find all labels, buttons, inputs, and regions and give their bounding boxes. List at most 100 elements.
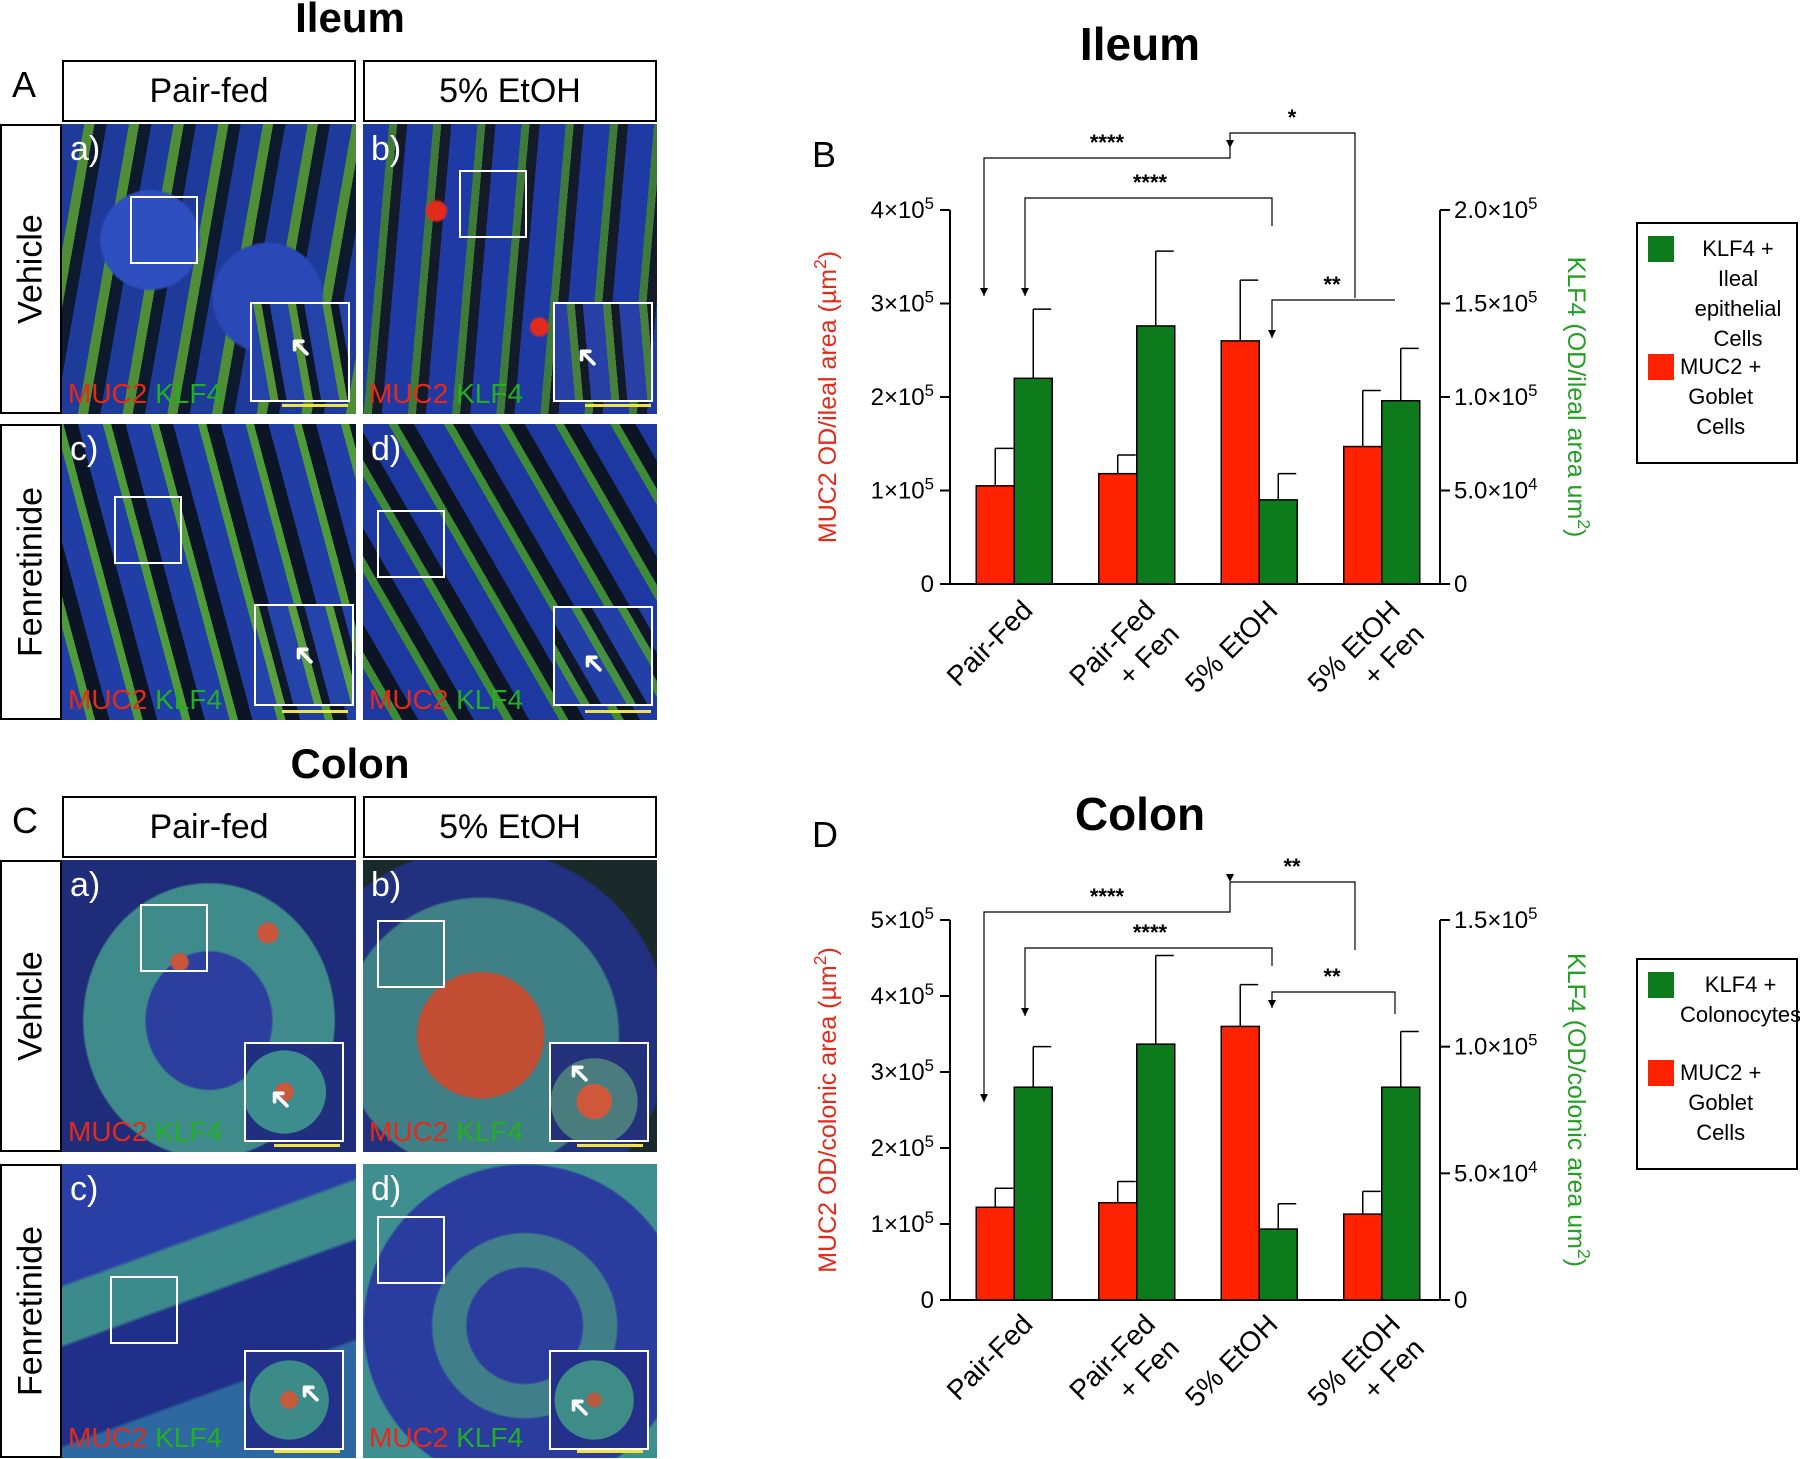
category-label: Pair-Fed xyxy=(941,1308,1039,1406)
category-label: 5% EtOH xyxy=(1179,1308,1283,1412)
bar xyxy=(975,485,1015,585)
right-tick-label: 0 xyxy=(1454,1287,1467,1314)
right-tick-label: 1.0×105 xyxy=(1454,1030,1537,1061)
row-header-vehicle-text: Vehicle xyxy=(11,951,50,1061)
scale-bar xyxy=(274,1144,340,1147)
row-header-vehicle: Vehicle xyxy=(0,860,62,1152)
left-axis-label: MUC2 OD/colonic area (µm2) xyxy=(810,947,842,1273)
significance-bracket xyxy=(1229,132,1356,298)
stain-label: MUC2 KLF4 xyxy=(68,1116,223,1147)
row-header-fenretinide: Fenretinide xyxy=(0,424,62,720)
category-label: Pair-Fed xyxy=(941,594,1039,692)
bar xyxy=(1258,1228,1298,1301)
ileum-section-title: Ileum xyxy=(295,0,405,41)
significance-bracket xyxy=(983,882,1231,1102)
legend-item: MUC2 + Goblet Cells xyxy=(1648,352,1761,442)
significance-label: ** xyxy=(1323,964,1341,989)
legend-text: KLF4 + Ileal epithelial Cells xyxy=(1694,236,1782,351)
right-tick-label: 1.5×105 xyxy=(1454,904,1537,935)
micrograph-ileum-b: b) ➜ MUC2 KLF4 xyxy=(363,124,657,414)
right-tick-label: 1.0×105 xyxy=(1454,381,1537,412)
legend-swatch xyxy=(1648,236,1674,262)
row-header-fenretinide-text: Fenretinide xyxy=(11,486,50,658)
legend-text: MUC2 + Goblet Cells xyxy=(1680,1060,1762,1145)
category-label: Pair-Fed+ Fen xyxy=(1063,1308,1185,1430)
inset-source-box xyxy=(377,920,445,988)
inset-source-box xyxy=(110,1276,178,1344)
inset-zoom xyxy=(244,1042,344,1142)
inset-source-box xyxy=(140,904,208,972)
bracket-arrow xyxy=(1021,1008,1029,1016)
col-header-pair-fed: Pair-fed xyxy=(62,60,356,122)
significance-label: **** xyxy=(1133,920,1168,945)
bar xyxy=(1098,1201,1138,1301)
category-label: 5% EtOH xyxy=(1179,594,1283,698)
bar xyxy=(1098,472,1138,585)
bracket-arrow xyxy=(980,1094,988,1102)
colon-bar-chart: Colon 0 1×105 2×105 3×105 4×105 5×105 0 5.0×104 1… xyxy=(810,788,1594,1430)
right-tick-label: 1.5×105 xyxy=(1454,287,1537,318)
micrograph-colon-d: d) ➜ MUC2 KLF4 xyxy=(363,1164,657,1458)
left-tick-label: 1×105 xyxy=(871,474,934,505)
legend-swatch xyxy=(1648,1060,1674,1086)
left-tick-label: 0 xyxy=(921,1287,934,1314)
significance-bracket xyxy=(983,148,1231,296)
chart-title: Colon xyxy=(1075,788,1205,840)
bracket-arrow xyxy=(980,288,988,296)
inset-zoom xyxy=(549,1042,649,1142)
left-tick-label: 3×105 xyxy=(871,1056,934,1087)
significance-bracket xyxy=(1230,881,1356,950)
bar xyxy=(1013,377,1053,585)
right-tick-label: 5.0×104 xyxy=(1454,474,1537,505)
stain-label: MUC2 KLF4 xyxy=(68,378,223,409)
left-tick-label: 3×105 xyxy=(871,287,934,318)
image-label-b: b) xyxy=(371,130,402,168)
legend-item: KLF4 + Colonocytes xyxy=(1648,970,1800,1030)
left-tick-label: 5×105 xyxy=(871,904,934,935)
inset-source-box xyxy=(130,196,198,264)
legend-swatch xyxy=(1648,972,1674,998)
bracket-arrow xyxy=(1226,874,1234,882)
colon-section-title: Colon xyxy=(290,740,410,787)
bar xyxy=(1136,325,1176,585)
stain-label: MUC2 KLF4 xyxy=(369,1116,524,1147)
inset-zoom xyxy=(553,302,653,402)
colon-legend: KLF4 + Colonocytes MUC2 + Goblet Cells xyxy=(1636,958,1800,1170)
scale-bar xyxy=(585,404,651,407)
inset-source-box xyxy=(377,510,445,578)
panel-letter-b: B xyxy=(812,134,837,175)
panel-letter-a: A xyxy=(12,64,37,105)
legend-item: KLF4 + Ileal epithelial Cells xyxy=(1648,234,1796,354)
bracket-arrow xyxy=(1268,1000,1276,1008)
scale-bar xyxy=(577,1144,643,1147)
col-header-pair-fed: Pair-fed xyxy=(62,796,356,858)
scale-bar xyxy=(585,710,651,713)
significance-label: * xyxy=(1288,105,1297,130)
panel-letter-c: C xyxy=(12,800,38,841)
col-header-etoh: 5% EtOH xyxy=(363,60,657,122)
left-tick-label: 2×105 xyxy=(871,381,934,412)
left-axis-label: MUC2 OD/ileal area (µm2) xyxy=(810,251,842,543)
legend-swatch xyxy=(1648,354,1674,380)
inset-zoom xyxy=(244,1350,344,1450)
scale-bar xyxy=(282,710,348,713)
significance-bracket xyxy=(1271,991,1396,1014)
scale-bar xyxy=(577,1450,643,1453)
bar xyxy=(1343,445,1383,585)
image-label-a: a) xyxy=(70,866,101,904)
image-label-d: d) xyxy=(371,430,402,468)
bar xyxy=(1343,1213,1383,1301)
micrograph-colon-a: a) ➜ MUC2 KLF4 xyxy=(62,860,356,1152)
row-header-vehicle-text: Vehicle xyxy=(11,214,50,324)
bar xyxy=(1220,340,1260,585)
inset-source-box xyxy=(459,170,527,238)
legend-item: MUC2 + Goblet Cells xyxy=(1648,1058,1761,1148)
left-tick-label: 4×105 xyxy=(871,980,934,1011)
image-label-d: d) xyxy=(371,1170,402,1208)
image-label-a: a) xyxy=(70,130,101,168)
row-header-fenretinide-text: Fenretinide xyxy=(11,1225,50,1397)
inset-zoom xyxy=(553,606,653,706)
image-label-b: b) xyxy=(371,866,402,904)
scale-bar xyxy=(274,1450,340,1453)
micrograph-colon-b: b) ➜ MUC2 KLF4 xyxy=(363,860,657,1152)
